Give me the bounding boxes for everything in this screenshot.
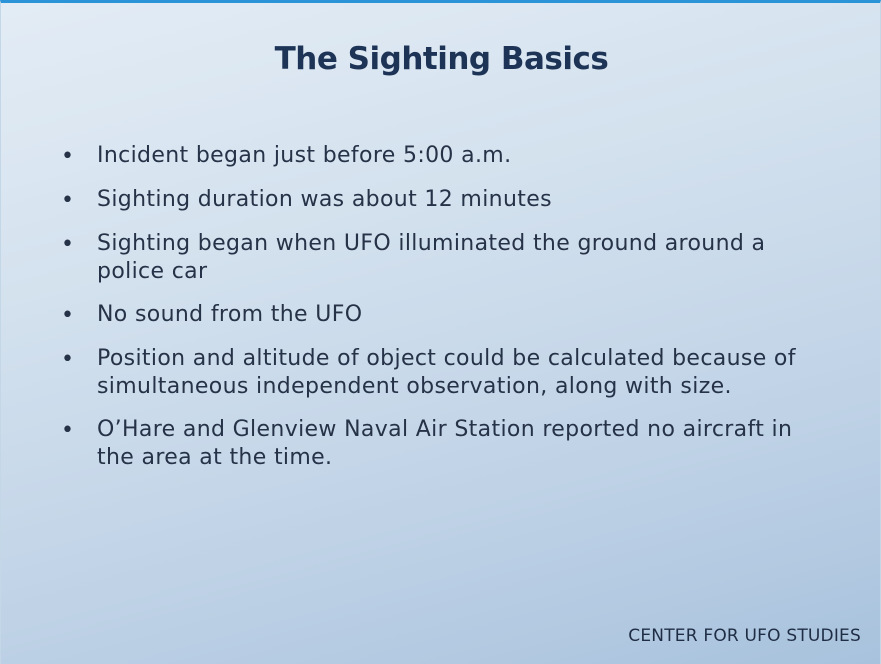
bullet-text: No sound from the UFO	[97, 302, 363, 327]
bullet-text: Position and altitude of object could be…	[97, 346, 796, 399]
bullet-icon: •	[61, 232, 74, 257]
bullet-list: • Incident began just before 5:00 a.m. •…	[57, 142, 817, 487]
bullet-icon: •	[61, 347, 74, 372]
bullet-item: • No sound from the UFO	[57, 301, 817, 330]
bullet-text: Sighting began when UFO illuminated the …	[97, 231, 766, 284]
bullet-item: • Sighting began when UFO illuminated th…	[57, 230, 817, 286]
bullet-item: • Incident began just before 5:00 a.m.	[57, 142, 817, 171]
slide-title: The Sighting Basics	[274, 41, 609, 77]
bullet-icon: •	[61, 418, 74, 443]
bullet-item: • Sighting duration was about 12 minutes	[57, 186, 817, 215]
bullet-text: Incident began just before 5:00 a.m.	[97, 143, 512, 168]
bullet-icon: •	[61, 303, 74, 328]
bullet-text: Sighting duration was about 12 minutes	[97, 187, 552, 212]
bullet-item: • O’Hare and Glenview Naval Air Station …	[57, 416, 817, 472]
footer-organization: CENTER FOR UFO STUDIES	[628, 626, 861, 646]
bullet-icon: •	[61, 188, 74, 213]
bullet-text: O’Hare and Glenview Naval Air Station re…	[97, 417, 793, 470]
bullet-item: • Position and altitude of object could …	[57, 345, 817, 401]
bullet-icon: •	[61, 144, 74, 169]
